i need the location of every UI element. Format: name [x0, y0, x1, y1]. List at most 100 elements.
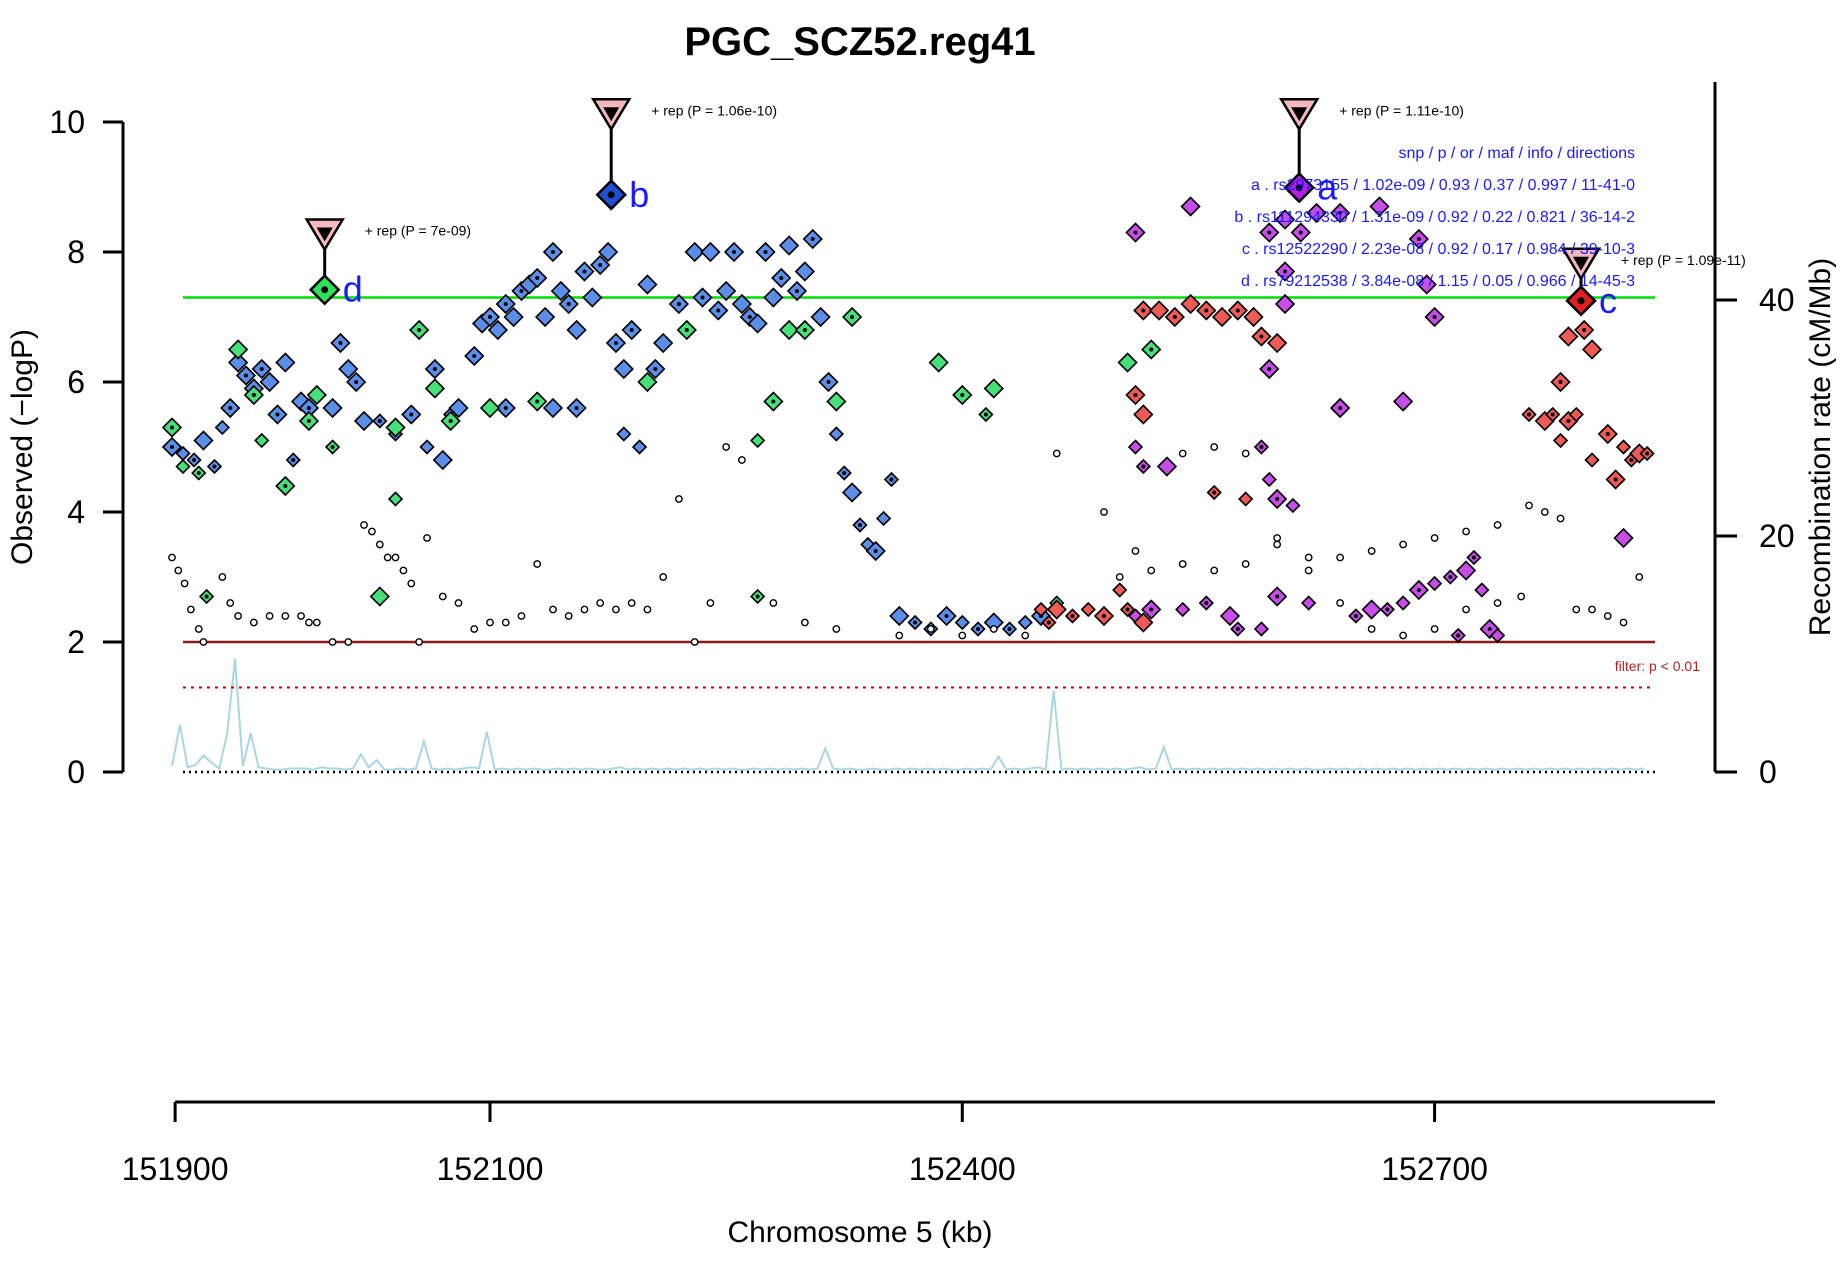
- snp-point-center: [1558, 380, 1563, 384]
- snp-point-noLD: [1273, 540, 1282, 549]
- snp-point-center: [169, 425, 174, 430]
- snp-point-center: [1275, 497, 1280, 501]
- snp-point: [1133, 404, 1154, 425]
- snp-point: [387, 491, 404, 507]
- snp-point-center: [613, 341, 618, 345]
- snp-point-center: [1149, 347, 1154, 352]
- snp-point-noLD: [368, 527, 376, 536]
- lead-snp-label: d: [343, 269, 363, 310]
- snp-point-center: [1172, 315, 1177, 319]
- y-axis-tick-label: 4: [67, 494, 85, 530]
- snp-point: [1584, 452, 1600, 468]
- snp-point-noLD: [1178, 449, 1187, 458]
- snp-point: [616, 426, 632, 442]
- snp-point-center: [291, 458, 296, 462]
- snp-point-noLD: [1304, 566, 1313, 575]
- snp-point-noLD: [415, 638, 424, 646]
- snp-point-noLD: [1336, 599, 1345, 607]
- snp-point: [503, 306, 524, 328]
- snp-point-center: [1456, 633, 1461, 638]
- snp-point-center: [1133, 393, 1138, 397]
- snp-point-center: [306, 419, 311, 423]
- snp-point: [385, 417, 406, 438]
- snp-point-center: [1550, 412, 1555, 417]
- snp-point-center: [1204, 308, 1209, 313]
- snp-point-noLD: [1462, 527, 1470, 536]
- snp-point-noLD: [407, 579, 416, 588]
- snp-point-center: [826, 380, 831, 384]
- snp-point-center: [338, 341, 343, 345]
- snp-point-center: [1566, 419, 1571, 423]
- x-axis-tick-label: 152700: [1381, 1151, 1488, 1187]
- snp-point-center: [228, 406, 233, 410]
- snp-point-noLD: [1430, 534, 1439, 542]
- snp-point: [1148, 300, 1170, 321]
- y2-axis-tick-label: 0: [1759, 754, 1777, 790]
- snp-point: [826, 391, 847, 412]
- snp-point-noLD: [1210, 443, 1219, 451]
- snp-point-noLD: [926, 625, 935, 633]
- snp-point-noLD: [1178, 560, 1187, 568]
- snp-point: [700, 241, 721, 263]
- axes-layer: 0 2 4 6 8 10 0 20 40 151900 152100 152400 152700: [49, 82, 1795, 1187]
- snp-point-noLD: [180, 579, 189, 588]
- snp-point-noLD: [1556, 514, 1565, 523]
- snp-point-center: [1235, 627, 1240, 631]
- snp-point-noLD: [1572, 605, 1581, 614]
- snp-point-noLD: [1517, 592, 1526, 601]
- snp-point-center: [850, 315, 855, 319]
- snp-point: [1112, 582, 1128, 598]
- legend-entry-d: d . rs79212538 / 3.84e-08 / 1.15 / 0.05 …: [1241, 273, 1635, 290]
- replication-triangle-inner: [316, 227, 333, 242]
- snp-point-noLD: [1100, 508, 1108, 516]
- snp-point-center: [448, 419, 453, 423]
- snp-point-center: [960, 393, 965, 397]
- snp-point-noLD: [1021, 631, 1030, 640]
- snp-point: [928, 352, 949, 373]
- snp-point-noLD: [580, 605, 589, 614]
- y-axis-tick-label: 2: [67, 624, 85, 660]
- replication-annotation: + rep (P = 7e-09): [365, 223, 471, 239]
- snp-point: [214, 419, 230, 436]
- snp-point-noLD: [895, 631, 904, 640]
- snp-point: [542, 397, 564, 419]
- snp-point-center: [944, 614, 949, 618]
- snp-point-noLD: [265, 612, 274, 620]
- snp-point: [1017, 614, 1033, 631]
- snp-point-noLD: [1635, 573, 1644, 581]
- filter-label: filter: p < 0.01: [1615, 658, 1700, 674]
- snp-point-center: [1007, 627, 1012, 631]
- y-axis-title: Observed (−logP): [6, 329, 39, 565]
- snp-points-layer: [161, 196, 1655, 646]
- snp-point-noLD: [454, 599, 463, 607]
- snp-point-noLD: [1603, 612, 1612, 620]
- snp-point-noLD: [1462, 605, 1470, 614]
- x-axis-title: Chromosome 5 (kb): [727, 1216, 992, 1249]
- snp-point-center: [1212, 490, 1217, 495]
- snp-point: [1180, 293, 1201, 315]
- snp-point: [1261, 471, 1277, 488]
- chart-title: PGC_SCZ52.reg41: [684, 20, 1035, 64]
- snp-point-center: [1275, 594, 1280, 599]
- snp-point: [1175, 601, 1191, 618]
- snp-point-center: [330, 445, 335, 449]
- snp-point-center: [810, 237, 815, 241]
- snp-point-noLD: [1540, 508, 1549, 516]
- snp-point-center: [1267, 367, 1272, 371]
- snp-point-noLD: [438, 592, 447, 601]
- snp-point: [1238, 491, 1254, 507]
- y2-axis-tick-label: 40: [1759, 282, 1795, 318]
- snp-point-noLD: [281, 612, 290, 620]
- snp-point-noLD: [399, 566, 408, 575]
- snp-point-center: [1432, 315, 1437, 319]
- snp-point-noLD: [501, 618, 510, 627]
- y-axis-tick-label: 6: [67, 364, 85, 400]
- snp-legend: snp / p / or / maf / info / directions a…: [1234, 145, 1635, 290]
- snp-point-center: [684, 328, 689, 332]
- snp-point-center: [1141, 308, 1146, 313]
- snp-point-noLD: [690, 638, 699, 646]
- snp-point-center: [251, 393, 256, 397]
- snp-point: [566, 319, 587, 341]
- snp-point-noLD: [328, 638, 337, 646]
